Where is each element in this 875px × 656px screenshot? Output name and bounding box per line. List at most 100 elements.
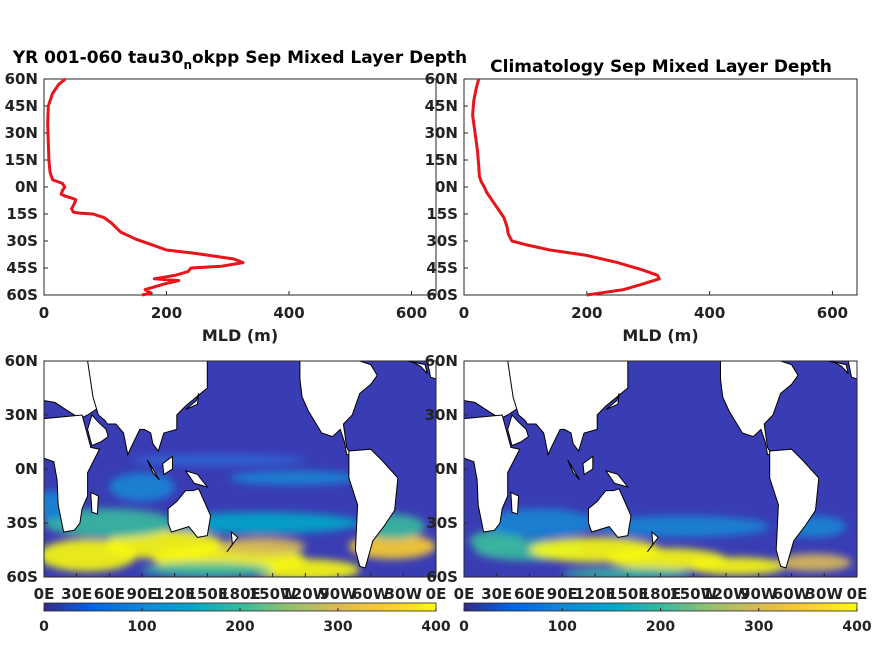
x-tick-label: 400	[273, 304, 304, 322]
x-tick-label: 200	[151, 304, 182, 322]
x-tick-label: 150E	[607, 585, 649, 603]
land-mass	[90, 491, 99, 515]
x-axis-label: MLD (m)	[622, 326, 698, 345]
colorbar-tick-label: 300	[744, 619, 773, 635]
y-tick-label: 45N	[425, 97, 458, 115]
plot-frame	[463, 78, 858, 296]
y-tick-label: 60N	[5, 352, 38, 370]
x-tick-label: 90W	[319, 585, 357, 603]
y-tick-label: 0N	[15, 460, 38, 478]
colorbar-tick-label: 300	[323, 619, 352, 635]
y-tick-label: 30S	[426, 514, 458, 532]
mld-field-patch	[595, 515, 770, 538]
mld-profile-line	[471, 78, 661, 297]
x-tick-label: 400	[694, 304, 725, 322]
x-tick-label: 0E	[426, 585, 447, 603]
x-tick-label: 0E	[847, 585, 868, 603]
x-tick-label: 120E	[574, 585, 616, 603]
x-tick-label: 150W	[669, 585, 717, 603]
x-tick-label: 30E	[61, 585, 92, 603]
mld-field-patch	[229, 470, 360, 486]
land-mass	[828, 361, 849, 374]
mld-field-patch	[250, 559, 360, 577]
x-tick-label: 120W	[281, 585, 329, 603]
y-tick-label: 0N	[15, 178, 38, 196]
profile-chart-1: YR 001-060 tau30nokpp Sep Mixed Layer De…	[5, 48, 468, 345]
y-tick-label: 0N	[435, 178, 458, 196]
land-mass	[605, 393, 620, 411]
land-mass	[426, 361, 436, 380]
land-mass	[162, 455, 173, 476]
x-tick-label: 0	[459, 304, 469, 322]
land-mass	[184, 469, 209, 488]
mld-field-patch	[163, 512, 360, 534]
y-tick-label: 30S	[6, 232, 38, 250]
x-tick-label: 0	[39, 304, 49, 322]
map-field	[464, 361, 857, 577]
profile-chart-2: Climatology Sep Mixed Layer Depth 60N 45N 3…	[425, 57, 858, 345]
x-tick-label: 0E	[454, 585, 475, 603]
y-tick-label: 60N	[425, 70, 458, 88]
x-tick-label: 60W	[352, 585, 390, 603]
x-tick-label: 120W	[702, 585, 750, 603]
x-tick-label: 150W	[249, 585, 297, 603]
mld-field-patch	[469, 530, 525, 552]
x-tick-label: 180E	[219, 585, 261, 603]
y-tick-label: 30N	[425, 406, 458, 424]
land-mass	[604, 469, 630, 488]
x-tick-label: 200	[571, 304, 602, 322]
y-tick-label: 60S	[426, 568, 458, 586]
land-mass	[582, 455, 594, 476]
x-tick-label: 60E	[514, 585, 545, 603]
mld-field-patch	[218, 537, 306, 556]
mld-field-patch	[131, 454, 306, 466]
colorbar-tick-label: 100	[127, 619, 156, 635]
land-mass	[87, 361, 208, 457]
x-tick-label: 90E	[126, 585, 157, 603]
land-mass	[588, 488, 632, 538]
y-tick-label: 45S	[6, 259, 38, 277]
colorbar-tick-label: 0	[39, 619, 49, 635]
mld-field-patch	[775, 553, 852, 572]
x-tick-label: 90E	[547, 585, 578, 603]
colorbar-tick-label: 200	[225, 619, 254, 635]
colorbar-tick-label: 400	[421, 619, 450, 635]
y-tick-label: 60S	[6, 568, 38, 586]
y-tick-label: 45N	[5, 97, 38, 115]
land-mass	[226, 530, 239, 553]
land-mass	[646, 530, 659, 553]
land-mass	[407, 361, 428, 374]
y-tick-label: 15S	[6, 205, 38, 223]
land-mass	[769, 448, 820, 569]
x-tick-label: 600	[396, 304, 427, 322]
y-tick-label: 60N	[5, 70, 38, 88]
x-tick-label: 600	[817, 304, 848, 322]
x-tick-label: 60W	[773, 585, 811, 603]
land-mass	[87, 414, 109, 447]
y-tick-label: 15N	[5, 151, 38, 169]
colorbar-tick-label: 100	[548, 619, 577, 635]
y-tick-label: 30S	[426, 232, 458, 250]
y-tick-label: 30N	[5, 406, 38, 424]
x-tick-label: 0E	[34, 585, 55, 603]
y-tick-label: 0N	[435, 460, 458, 478]
y-tick-label: 15N	[425, 151, 458, 169]
mld-field-patch	[485, 508, 595, 538]
mld-profile-line	[46, 77, 245, 297]
land-mass	[146, 459, 160, 481]
x-tick-label: 30E	[481, 585, 512, 603]
y-tick-label: 15S	[426, 205, 458, 223]
land-mass	[348, 448, 399, 569]
x-tick-label: 120E	[154, 585, 196, 603]
land-mass	[567, 459, 581, 481]
chart-title: Climatology Sep Mixed Layer Depth	[490, 57, 832, 77]
y-tick-label: 30N	[5, 124, 38, 142]
y-tick-label: 30N	[425, 124, 458, 142]
land-mass	[507, 414, 529, 447]
mld-field-patch	[687, 557, 787, 576]
x-tick-label: 180E	[640, 585, 682, 603]
colorbar-tick-label: 200	[646, 619, 675, 635]
